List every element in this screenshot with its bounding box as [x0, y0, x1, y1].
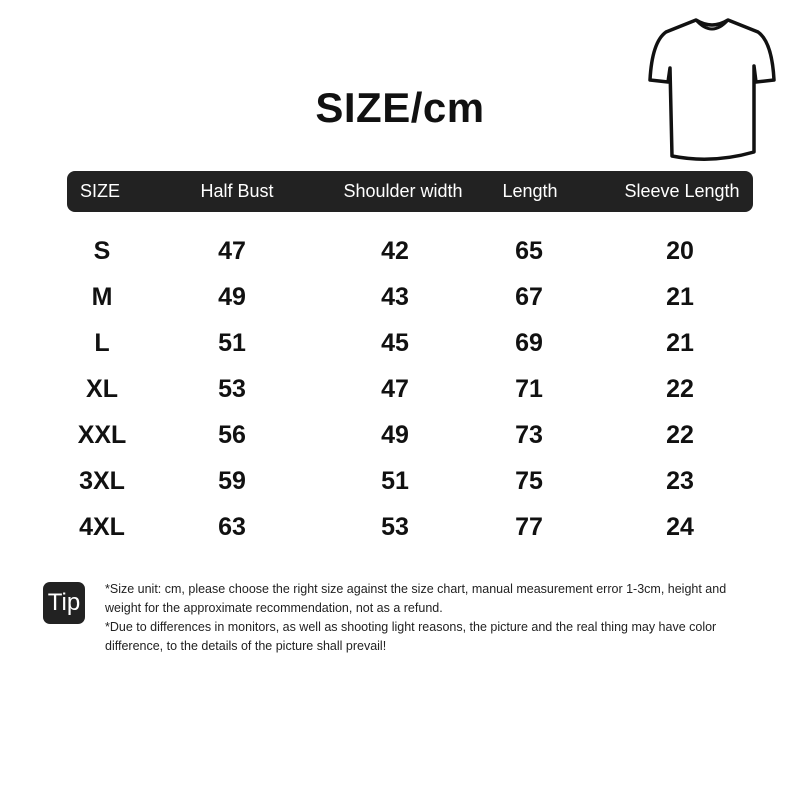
cell-sleeve-length: 21 — [666, 283, 694, 311]
header-shoulder-width: Shoulder width — [343, 181, 463, 201]
cell-length: 69 — [515, 329, 543, 357]
tip-notes: *Size unit: cm, please choose the right … — [105, 580, 745, 656]
header-length: Length — [502, 181, 558, 201]
cell-shoulder-width: 51 — [381, 467, 409, 495]
cell-length: 67 — [515, 283, 543, 311]
cell-half-bust: 49 — [218, 283, 246, 311]
t-shirt-icon — [648, 18, 776, 161]
cell-sleeve-length: 22 — [666, 421, 694, 449]
cell-half-bust: 56 — [218, 421, 246, 449]
tip-badge: Tip — [43, 582, 85, 624]
cell-half-bust: 63 — [218, 513, 246, 541]
cell-length: 75 — [515, 467, 543, 495]
cell-half-bust: 59 — [218, 467, 246, 495]
cell-sleeve-length: 23 — [666, 467, 694, 495]
cell-size: 3XL — [79, 467, 125, 495]
cell-shoulder-width: 53 — [381, 513, 409, 541]
cell-size: L — [94, 329, 110, 357]
table-row: M 49 43 67 21 — [0, 274, 800, 320]
cell-sleeve-length: 20 — [666, 237, 694, 265]
header-sleeve-length: Sleeve Length — [624, 181, 740, 201]
cell-half-bust: 53 — [218, 375, 246, 403]
cell-half-bust: 47 — [218, 237, 246, 265]
tip-note: *Due to differences in monitors, as well… — [105, 620, 717, 653]
cell-length: 71 — [515, 375, 543, 403]
cell-size: M — [91, 283, 113, 311]
cell-shoulder-width: 43 — [381, 283, 409, 311]
table-header: SIZE Half Bust Shoulder width Length Sle… — [67, 171, 753, 212]
cell-shoulder-width: 49 — [381, 421, 409, 449]
cell-sleeve-length: 22 — [666, 375, 694, 403]
cell-half-bust: 51 — [218, 329, 246, 357]
table-row: L 51 45 69 21 — [0, 320, 800, 366]
table-row: 4XL 63 53 77 24 — [0, 504, 800, 550]
tip-note: *Size unit: cm, please choose the right … — [105, 582, 727, 615]
cell-sleeve-length: 24 — [666, 513, 694, 541]
cell-sleeve-length: 21 — [666, 329, 694, 357]
cell-size: XXL — [77, 421, 127, 449]
cell-size: XL — [86, 375, 118, 403]
header-half-bust: Half Bust — [200, 181, 274, 201]
table-row: S 47 42 65 20 — [0, 228, 800, 274]
cell-shoulder-width: 45 — [381, 329, 409, 357]
cell-size: S — [93, 237, 111, 265]
cell-length: 65 — [515, 237, 543, 265]
cell-length: 73 — [515, 421, 543, 449]
cell-shoulder-width: 47 — [381, 375, 409, 403]
header-size: SIZE — [79, 181, 121, 201]
cell-shoulder-width: 42 — [381, 237, 409, 265]
cell-length: 77 — [515, 513, 543, 541]
table-row: XXL 56 49 73 22 — [0, 412, 800, 458]
cell-size: 4XL — [79, 513, 125, 541]
table-row: XL 53 47 71 22 — [0, 366, 800, 412]
page-title: SIZE/cm — [315, 84, 485, 131]
table-row: 3XL 59 51 75 23 — [0, 458, 800, 504]
